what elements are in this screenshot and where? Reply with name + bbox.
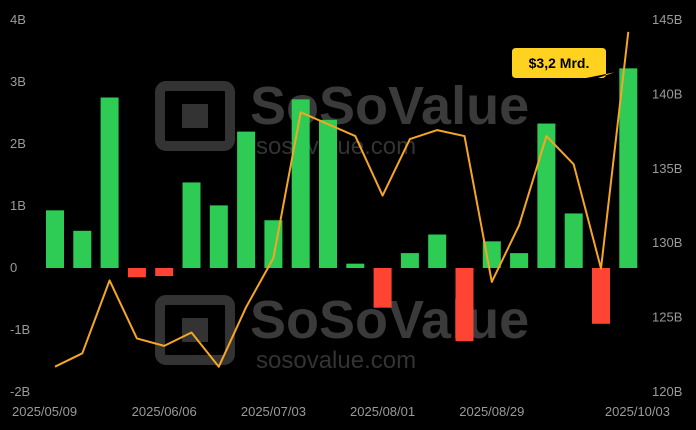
left-tick-label: -2B — [10, 384, 30, 399]
bar — [400, 253, 419, 268]
left-tick-label: 2B — [10, 136, 26, 151]
bar — [155, 268, 174, 277]
bar — [428, 234, 447, 268]
x-tick-label: 2025/06/06 — [132, 404, 197, 419]
right-tick-label: 140B — [652, 86, 682, 101]
line-path — [54, 31, 630, 368]
line-series — [54, 31, 630, 368]
bar — [100, 97, 119, 268]
bar — [373, 268, 392, 308]
left-tick-label: -1B — [10, 322, 30, 337]
x-tick-label: 2025/08/29 — [459, 404, 524, 419]
x-tick-label: 2025/05/09 — [12, 404, 77, 419]
bar — [592, 268, 610, 324]
bar — [182, 182, 201, 268]
bar — [46, 210, 64, 268]
x-tick-label: 2025/08/01 — [350, 404, 415, 419]
watermark-logo-icon — [155, 81, 235, 151]
bar — [209, 205, 228, 268]
x-tick-label: 2025/07/03 — [241, 404, 306, 419]
bar — [455, 268, 474, 342]
right-tick-label: 125B — [652, 310, 682, 325]
left-tick-label: 3B — [10, 74, 26, 89]
right-tick-label: 135B — [652, 161, 682, 176]
bar — [510, 253, 529, 268]
callout: $3,2 Mrd. — [512, 48, 615, 78]
callout-box — [512, 48, 615, 78]
watermark-logo-icon — [155, 295, 235, 365]
watermark-top: SoSoValue sosovalue.com — [155, 76, 529, 160]
bar — [291, 99, 310, 268]
right-tick-label: 145B — [652, 12, 682, 27]
bar — [619, 68, 638, 268]
bar — [564, 213, 583, 268]
right-tick-label: 130B — [652, 235, 682, 250]
bar — [319, 119, 337, 268]
right-axis: 120B 125B 130B 135B 140B 145B — [652, 12, 682, 399]
watermark-url: sosovalue.com — [256, 347, 416, 374]
bar — [537, 123, 556, 268]
right-tick-label: 120B — [652, 384, 682, 399]
left-axis: -2B -1B 0 1B 2B 3B 4B — [10, 12, 30, 399]
left-tick-label: 4B — [10, 12, 26, 27]
left-tick-label: 1B — [10, 198, 26, 213]
bar — [346, 263, 365, 268]
left-tick-label: 0 — [10, 260, 17, 275]
bar — [237, 131, 256, 268]
bar — [73, 230, 92, 268]
callout-label: $3,2 Mrd. — [529, 55, 590, 71]
x-tick-label: 2025/10/03 — [605, 404, 670, 419]
x-axis: 2025/05/09 2025/06/06 2025/07/03 2025/08/01… — [12, 404, 670, 419]
bar — [127, 268, 146, 278]
